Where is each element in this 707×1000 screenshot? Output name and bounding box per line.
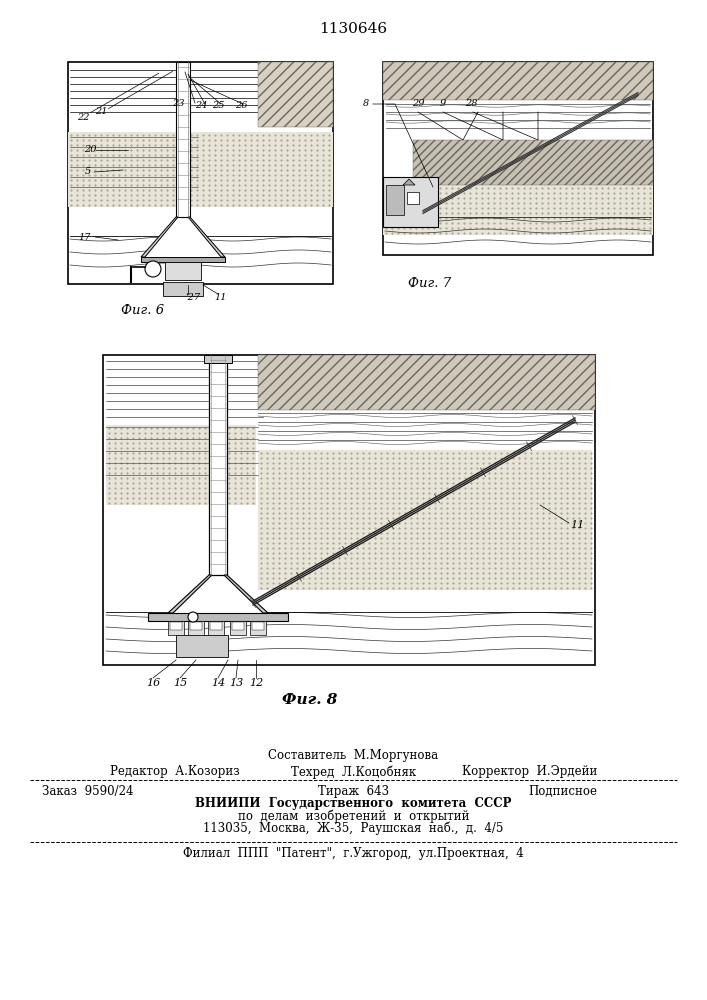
Text: 15: 15 [173,678,187,688]
Text: Фиг. 8: Фиг. 8 [282,693,337,707]
Text: 17: 17 [78,232,91,241]
Text: Техред  Л.Коцобняк: Техред Л.Коцобняк [291,765,416,779]
Bar [407,192,419,204]
Text: 13: 13 [229,678,243,688]
Bar [103,355,595,665]
Text: 5: 5 [85,167,91,176]
Text: 23: 23 [172,100,185,108]
Bar [176,62,190,217]
Bar [413,140,653,185]
Bar [250,621,266,635]
Polygon shape [173,575,263,613]
Text: Фиг. 6: Фиг. 6 [122,304,165,317]
Bar [68,62,333,284]
Bar [141,257,225,262]
Text: по  делам  изобретений  и  открытий: по делам изобретений и открытий [238,809,469,823]
Text: 14: 14 [211,678,225,688]
Bar [209,355,227,575]
Text: 25: 25 [212,102,224,110]
Text: 26: 26 [235,102,247,110]
Bar [210,622,222,630]
Text: 8: 8 [363,100,369,108]
Text: '27: '27 [185,294,201,302]
Text: ВНИИПИ  Государственного  комитета  СССР: ВНИИПИ Государственного комитета СССР [195,798,512,810]
Text: Филиал  ППП  "Патент",  г.Ужгород,  ул.Проектная,  4: Филиал ППП "Патент", г.Ужгород, ул.Проек… [183,846,524,859]
Bar [188,621,204,635]
Polygon shape [188,217,225,257]
Text: 113035,  Москва,  Ж-35,  Раушская  наб.,  д.  4/5: 113035, Москва, Ж-35, Раушская наб., д. … [204,821,503,835]
Bar [383,185,653,235]
Bar [383,62,653,100]
Bar [258,62,333,127]
Text: 20: 20 [83,145,96,154]
Bar [176,635,228,657]
Text: 28: 28 [464,100,477,108]
Bar [148,613,288,621]
Text: Заказ  9590/24: Заказ 9590/24 [42,784,134,798]
Bar [383,62,653,255]
Bar [383,177,438,227]
Text: 29: 29 [411,100,424,108]
Text: 9: 9 [440,100,446,108]
Circle shape [188,612,198,622]
Polygon shape [403,179,415,185]
Bar [258,355,595,410]
Bar [168,621,184,635]
Polygon shape [224,575,268,613]
Bar [208,621,224,635]
Text: 24: 24 [194,102,207,110]
Bar [165,262,201,280]
Text: 16: 16 [146,678,160,688]
Circle shape [145,261,161,277]
Text: Редактор  А.Козориз: Редактор А.Козориз [110,766,240,778]
Polygon shape [145,217,221,257]
Bar [252,622,264,630]
Text: 22: 22 [77,112,89,121]
Text: 12: 12 [249,678,263,688]
Text: Составитель  М.Моргунова: Составитель М.Моргунова [269,748,438,762]
Bar [170,622,182,630]
Polygon shape [168,575,212,613]
Text: 21: 21 [95,107,107,116]
Text: Подписное: Подписное [528,784,597,798]
Bar [190,622,202,630]
Text: Тираж  643: Тираж 643 [318,784,389,798]
Bar [204,355,232,363]
Bar [232,622,244,630]
Text: Корректор  И.Эрдейи: Корректор И.Эрдейи [462,766,597,778]
Bar [163,282,203,296]
Bar [68,132,333,207]
Text: 1130646: 1130646 [319,22,387,36]
Bar [258,450,592,590]
Bar [386,185,404,215]
Text: Фиг. 7: Фиг. 7 [408,277,451,290]
Bar [230,621,246,635]
Text: 11: 11 [570,520,584,530]
Text: 11: 11 [215,294,227,302]
Bar [106,425,256,505]
Polygon shape [141,217,178,257]
